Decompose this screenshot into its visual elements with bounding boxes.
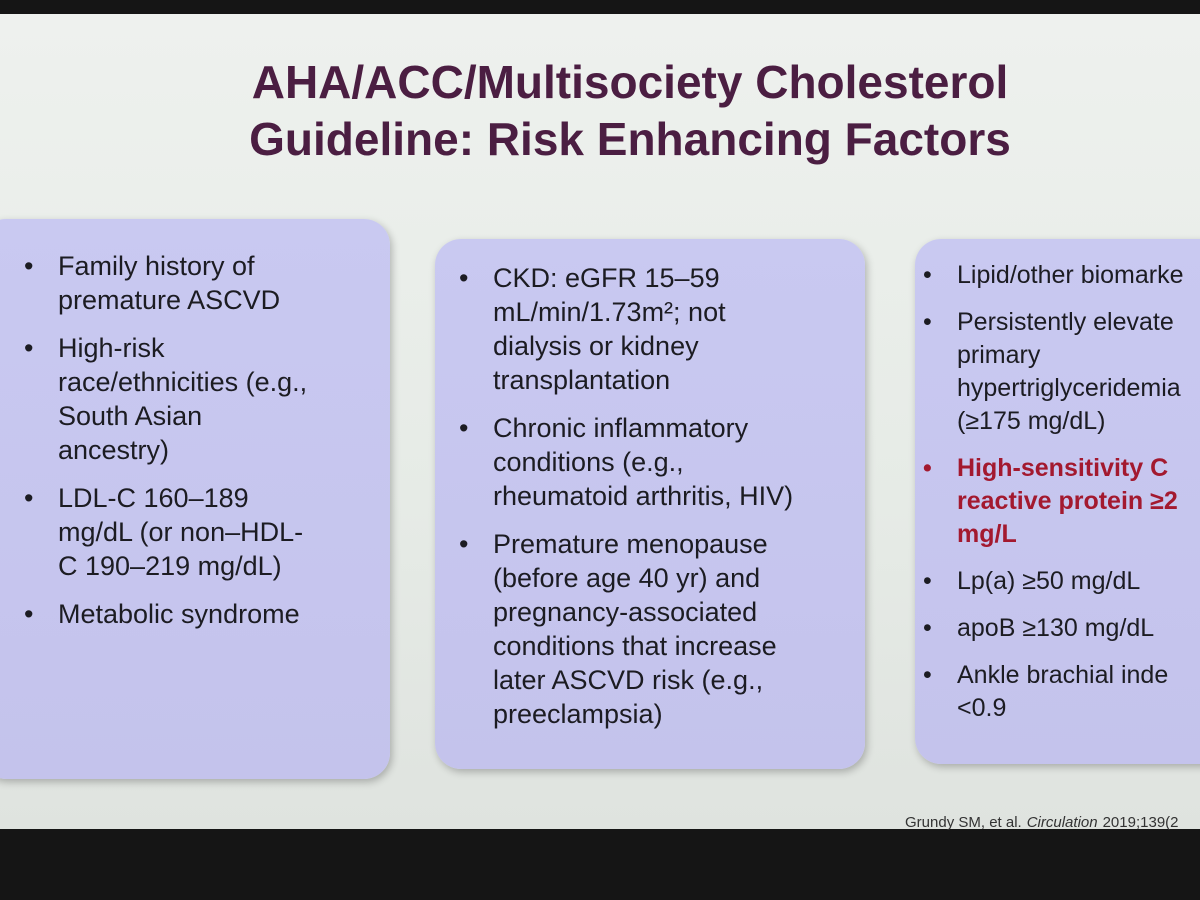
bullet-item: Persistently elevate primary hypertriglyce… bbox=[923, 306, 1200, 438]
bullet-item: Ankle brachial inde <0.9 bbox=[923, 659, 1200, 725]
bullet-item: Lipid/other biomarke bbox=[923, 259, 1200, 292]
bullet-line: Metabolic syndrome bbox=[58, 599, 300, 629]
bullet-item: Family history of premature ASCVD bbox=[24, 249, 380, 317]
bullet-line: apoB ≥130 mg/dL bbox=[957, 614, 1155, 642]
bullet-line: C 190–219 mg/dL) bbox=[58, 551, 282, 581]
bullet-line: reactive protein ≥2 bbox=[957, 487, 1178, 515]
bullet-line: CKD: eGFR 15–59 bbox=[493, 263, 720, 293]
bullet-line: mL/min/1.73m²; not bbox=[493, 297, 726, 327]
bullet-item: apoB ≥130 mg/dL bbox=[923, 612, 1200, 645]
bullet-line: High-risk bbox=[58, 333, 165, 363]
bullet-line: rheumatoid arthritis, HIV) bbox=[493, 481, 794, 511]
bullet-line: preeclampsia) bbox=[493, 699, 663, 729]
citation-part: Grundy SM, et al. bbox=[905, 814, 1022, 831]
slide: AHA/ACC/Multisociety Cholesterol Guidelin… bbox=[0, 14, 1200, 831]
bullet-line: hypertriglyceridemia bbox=[957, 374, 1181, 402]
bullet-item: LDL-C 160–189 mg/dL (or non–HDL- C 190–219… bbox=[24, 481, 380, 583]
bullet-line: race/ethnicities (e.g., bbox=[58, 367, 308, 397]
bullet-line: mg/dL (or non–HDL- bbox=[58, 517, 304, 547]
bullet-line: High-sensitivity C bbox=[957, 454, 1169, 482]
factor-box: Lipid/other biomarke Persistently elevate… bbox=[915, 239, 1200, 764]
bullet-line: conditions that increase bbox=[493, 631, 777, 661]
bullet-item: Premature menopause (before age 40 yr) an… bbox=[459, 527, 855, 731]
title-line: AHA/ACC/Multisociety Cholesterol bbox=[251, 56, 1009, 108]
bullet-line: pregnancy-associated bbox=[493, 597, 758, 627]
bullet-item: High-risk race/ethnicities (e.g., South As… bbox=[24, 331, 380, 467]
bullet-line: (before age 40 yr) and bbox=[493, 563, 761, 593]
bullet-line: premature ASCVD bbox=[58, 285, 281, 315]
bullet-item: Lp(a) ≥50 mg/dL bbox=[923, 565, 1200, 598]
bullet-line: Family history of bbox=[58, 251, 255, 281]
factor-box: Family history of premature ASCVD High-ris… bbox=[0, 219, 390, 779]
bullet-line: Chronic inflammatory bbox=[493, 413, 749, 443]
bullet-item: High-sensitivity C reactive protein ≥2 mg/… bbox=[923, 452, 1200, 551]
bullet-line: Lp(a) ≥50 mg/dL bbox=[957, 567, 1141, 595]
bullet-line: (≥175 mg/dL) bbox=[957, 407, 1106, 435]
bullet-line: LDL-C 160–189 bbox=[58, 483, 249, 513]
bullet-line: Premature menopause bbox=[493, 529, 768, 559]
slide-title: AHA/ACC/Multisociety Cholesterol Guidelin… bbox=[110, 54, 1150, 168]
citation: Grundy SM, et al. Circulation 2019;139(2 bbox=[905, 814, 1184, 831]
factor-box: CKD: eGFR 15–59 mL/min/1.73m²; not dialysi… bbox=[435, 239, 865, 769]
bullet-line: conditions (e.g., bbox=[493, 447, 684, 477]
bullet-line: South Asian bbox=[58, 401, 203, 431]
bullet-line: later ASCVD risk (e.g., bbox=[493, 665, 764, 695]
bullet-line: <0.9 bbox=[957, 694, 1007, 722]
bullet-line: dialysis or kidney bbox=[493, 331, 699, 361]
citation-part: Circulation bbox=[1026, 814, 1098, 831]
bullet-line: Persistently elevate bbox=[957, 308, 1174, 336]
title-line: Guideline: Risk Enhancing Factors bbox=[249, 113, 1011, 165]
bullet-line: ancestry) bbox=[58, 435, 170, 465]
citation-part: 2019;139(2 bbox=[1102, 814, 1179, 831]
bullet-item: CKD: eGFR 15–59 mL/min/1.73m²; not dialysi… bbox=[459, 261, 855, 397]
bullet-line: transplantation bbox=[493, 365, 671, 395]
bullet-item: Chronic inflammatory conditions (e.g., rhe… bbox=[459, 411, 855, 513]
bullet-item: Metabolic syndrome bbox=[24, 597, 380, 631]
bullet-line: mg/L bbox=[957, 520, 1017, 548]
bullet-line: Ankle brachial inde bbox=[957, 661, 1169, 689]
bullet-line: primary bbox=[957, 341, 1041, 369]
bullet-line: Lipid/other biomarke bbox=[957, 261, 1184, 289]
